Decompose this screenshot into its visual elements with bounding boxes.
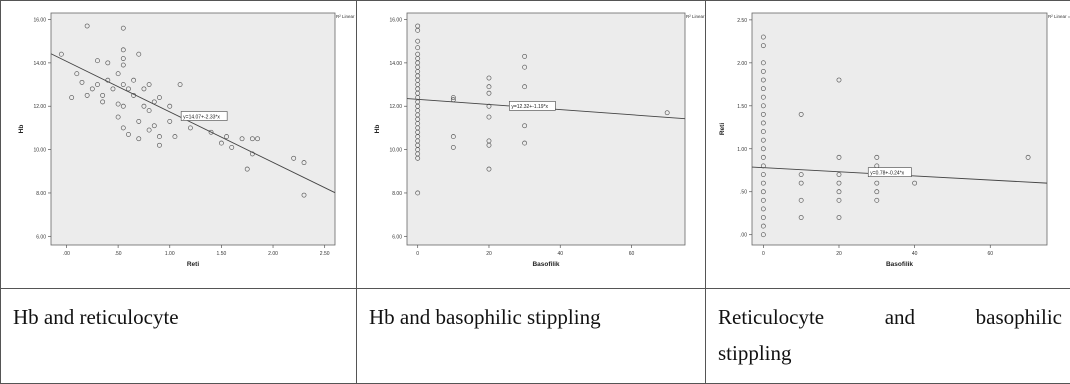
caption-word: Reticulocyte — [718, 299, 824, 335]
plot-area — [51, 13, 335, 245]
x-tick-label: 0 — [762, 251, 765, 257]
x-tick-label: 20 — [486, 251, 492, 257]
x-axis-label: Reti — [187, 261, 199, 268]
y-tick-label: 16.00 — [33, 18, 46, 24]
caption-hb-reticulocyte: Hb and reticulocyte — [1, 289, 356, 335]
caption-word: stippling — [718, 335, 1062, 371]
x-tick-label: 20 — [836, 251, 842, 257]
y-tick-label: 14.00 — [389, 61, 402, 67]
y-tick-label: 14.00 — [33, 61, 46, 67]
x-tick-label: 2.00 — [268, 251, 278, 257]
y-tick-label: 2.50 — [737, 18, 747, 24]
chart-cell-1: 6.00 8.00 10.00 12.00 14.00 16.00 .00 .50 1.00 1.… — [1, 1, 357, 289]
plot-area — [752, 13, 1047, 245]
y-tick-label: 12.00 — [389, 104, 402, 110]
y-tick-label: 6.00 — [392, 234, 402, 240]
r2-label: R² Linear = 0.007 — [686, 14, 705, 19]
caption-cell-1: Hb and reticulocyte — [1, 289, 357, 384]
x-tick-label: 1.50 — [217, 251, 227, 257]
caption-word: basophilic — [976, 299, 1062, 335]
x-tick-label: 2.50 — [320, 251, 330, 257]
y-tick-label: 8.00 — [392, 191, 402, 197]
x-tick-label: 40 — [557, 251, 563, 257]
x-tick-label: 40 — [912, 251, 918, 257]
equation-label: y=0.78+-0.24*x — [870, 170, 904, 176]
y-tick-label: .00 — [740, 233, 747, 239]
y-tick-label: 6.00 — [36, 234, 46, 240]
y-tick-label: 2.00 — [737, 61, 747, 67]
x-tick-label: 60 — [629, 251, 635, 257]
y-axis-label: Reti — [719, 123, 726, 135]
y-tick-label: 10.00 — [389, 148, 402, 154]
x-axis-label: Basofilik — [886, 261, 913, 268]
r2-label: R² Linear = 0.003 — [1048, 14, 1070, 19]
y-tick-label: 16.00 — [389, 18, 402, 24]
scatter-chart-hb-basofilik: 6.00 8.00 10.00 12.00 14.00 16.00 0 20 40 60 Basof… — [357, 1, 705, 287]
caption-word: and — [885, 299, 915, 335]
y-axis-label: Hb — [18, 125, 25, 134]
scatter-chart-reti-basofilik: .00 .50 1.00 1.50 2.00 2.50 0 20 40 60 Basofilik Re… — [706, 1, 1070, 287]
x-tick-label: 0 — [416, 251, 419, 257]
chart-cell-3: .00 .50 1.00 1.50 2.00 2.50 0 20 40 60 Basofilik Re… — [706, 1, 1070, 289]
caption-cell-2: Hb and basophilic stippling — [357, 289, 706, 384]
y-axis-label: Hb — [374, 125, 381, 134]
y-tick-label: 1.50 — [737, 104, 747, 110]
y-tick-label: 10.00 — [33, 148, 46, 154]
caption-reticulocyte-basophilic: Reticulocyte and basophilic stippling — [706, 289, 1070, 371]
equation-label: y=12.32+-1.19*x — [511, 104, 548, 110]
scatter-chart-hb-reti: 6.00 8.00 10.00 12.00 14.00 16.00 .00 .50 1.00 1.… — [1, 1, 356, 287]
x-tick-label: .50 — [115, 251, 122, 257]
y-tick-label: .50 — [740, 190, 747, 196]
y-tick-label: 8.00 — [36, 191, 46, 197]
x-axis-label: Basofilik — [532, 261, 559, 268]
x-tick-label: 1.00 — [165, 251, 175, 257]
x-tick-label: 60 — [987, 251, 993, 257]
x-tick-label: .00 — [63, 251, 70, 257]
equation-label: y=14.07+-2.33*x — [183, 114, 220, 120]
chart-cell-2: 6.00 8.00 10.00 12.00 14.00 16.00 0 20 40 60 Basof… — [357, 1, 706, 289]
r2-label: R² Linear = 0.500 — [336, 14, 356, 19]
plot-area — [407, 13, 685, 245]
y-tick-label: 1.00 — [737, 147, 747, 153]
caption-hb-basophilic: Hb and basophilic stippling — [357, 289, 705, 335]
y-tick-label: 12.00 — [33, 104, 46, 110]
caption-cell-3: Reticulocyte and basophilic stippling — [706, 289, 1070, 384]
